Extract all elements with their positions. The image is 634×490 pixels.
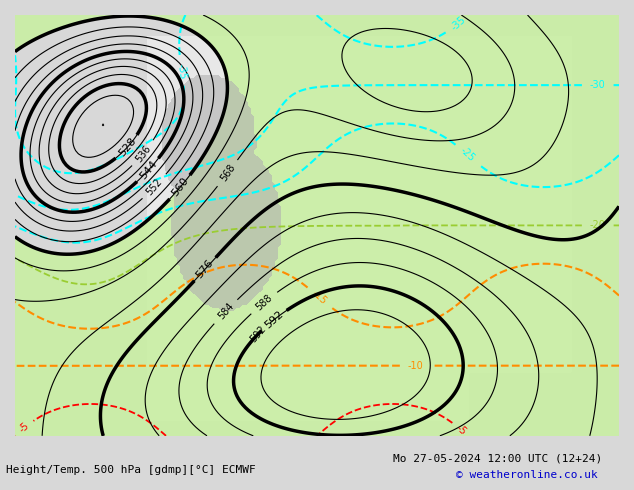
Text: -30: -30 (590, 80, 605, 90)
Text: Mo 27-05-2024 12:00 UTC (12+24): Mo 27-05-2024 12:00 UTC (12+24) (393, 453, 602, 463)
Text: -25: -25 (458, 146, 477, 164)
Text: -15: -15 (310, 288, 328, 307)
Text: 536: 536 (134, 143, 153, 164)
Text: 584: 584 (216, 301, 235, 322)
Text: -35: -35 (449, 15, 467, 32)
Text: 552: 552 (145, 176, 165, 197)
Text: 528: 528 (117, 136, 138, 159)
Text: -5: -5 (455, 423, 469, 437)
Text: -35: -35 (176, 63, 188, 80)
Text: 560: 560 (170, 176, 190, 198)
Text: -10: -10 (408, 361, 424, 370)
Text: 592: 592 (262, 309, 285, 331)
Text: 544: 544 (138, 159, 159, 182)
Text: 568: 568 (218, 163, 237, 184)
Text: -20: -20 (590, 220, 605, 230)
Text: Height/Temp. 500 hPa [gdmp][°C] ECMWF: Height/Temp. 500 hPa [gdmp][°C] ECMWF (6, 466, 256, 475)
Text: 588: 588 (254, 293, 274, 313)
Text: 576: 576 (195, 258, 216, 280)
Text: -5: -5 (17, 421, 31, 435)
Text: 592: 592 (248, 324, 268, 344)
Text: © weatheronline.co.uk: © weatheronline.co.uk (456, 470, 598, 480)
